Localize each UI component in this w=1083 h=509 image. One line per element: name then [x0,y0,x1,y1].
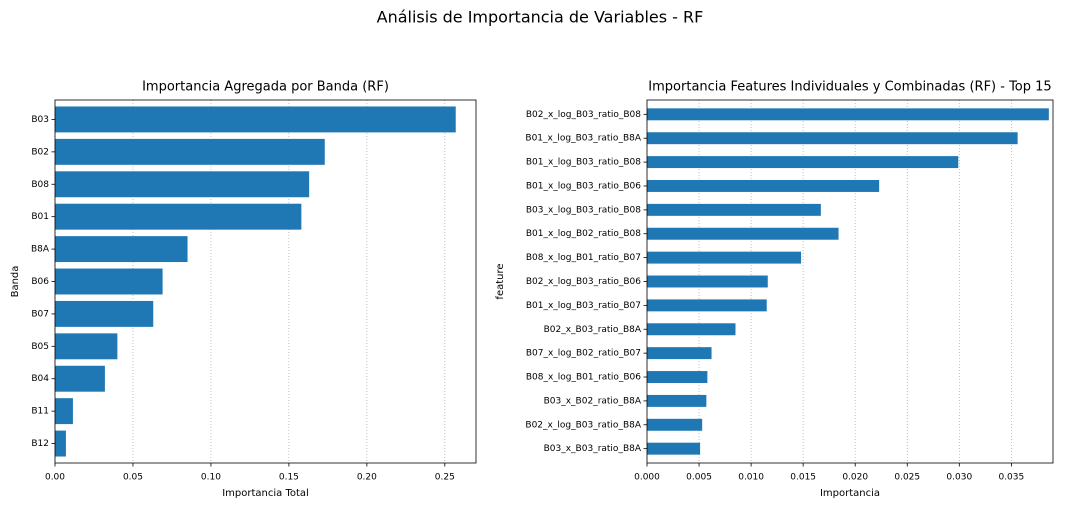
bar [647,418,703,431]
x-tick-label: 0.030 [946,473,972,483]
bar [55,300,154,327]
y-tick-label: B12 [31,439,49,449]
y-tick-label: B08_x_log_B01_ratio_B07 [526,253,641,263]
bar [55,365,105,392]
x-tick-label: 0.05 [123,473,143,483]
bar [647,156,959,169]
y-tick-label: B05 [31,342,49,352]
y-tick-label: B03 [31,115,49,125]
x-tick-label: 0.000 [634,473,660,483]
y-tick-label: B8A [31,245,50,255]
bar [55,333,118,360]
y-tick-label: B08 [31,180,49,190]
x-tick-label: 0.015 [790,473,816,483]
bar [55,268,163,295]
x-tick-label: 0.00 [45,473,65,483]
axes-frame [646,99,1054,464]
bar [647,323,736,336]
bar [55,203,302,230]
bar [55,398,73,425]
bar [55,236,188,263]
x-axis-label: Importancia Total [222,488,309,499]
bar [55,106,456,133]
bar [55,138,325,165]
y-tick-label: B08_x_log_B01_ratio_B06 [526,373,641,383]
x-tick-label: 0.10 [201,473,221,483]
x-tick-label: 0.25 [435,473,455,483]
y-tick-label: B02_x_log_B03_ratio_B8A [525,420,641,430]
bar [55,171,310,198]
bar [647,299,767,312]
bar [647,227,839,240]
bar [647,442,701,455]
x-tick-label: 0.20 [357,473,377,483]
y-tick-label: B07_x_log_B02_ratio_B07 [526,349,641,359]
bar [647,180,880,192]
y-tick-label: B01_x_log_B03_ratio_B08 [526,158,641,168]
chart-title: Importancia Agregada por Banda (RF) [142,80,389,95]
figure-title: Análisis de Importancia de Variables - R… [377,8,704,27]
x-tick-label: 0.005 [686,473,712,483]
y-tick-label: B03_x_B02_ratio_B8A [544,396,642,406]
axes-frame [54,99,477,464]
bar [647,132,1018,145]
y-tick-label: B01_x_log_B02_ratio_B08 [526,229,641,239]
x-tick-label: 0.010 [738,473,764,483]
bar [647,371,708,383]
bar [55,430,66,457]
x-axis-label: Importancia [820,488,880,499]
x-tick-label: 0.035 [998,473,1024,483]
y-tick-label: B03_x_log_B03_ratio_B08 [526,205,641,215]
bar [647,347,712,360]
y-tick-label: B02_x_B03_ratio_B8A [544,325,642,335]
y-axis-label: feature [495,263,506,299]
bar [647,275,768,288]
x-tick-label: 0.020 [842,473,868,483]
bar [647,108,1049,121]
y-tick-label: B02_x_log_B03_ratio_B08 [526,110,641,120]
bar [647,203,821,216]
y-tick-label: B01_x_log_B03_ratio_B8A [525,134,641,144]
x-tick-label: 0.15 [279,473,299,483]
y-tick-label: B04 [31,374,49,384]
x-tick-label: 0.025 [894,473,920,483]
chart-title: Importancia Features Individuales y Comb… [648,80,1051,95]
y-axis-label: Banda [10,266,21,298]
y-tick-label: B03_x_B03_ratio_B8A [544,444,642,454]
y-tick-label: B06 [31,277,49,287]
bar [647,251,802,264]
y-tick-label: B01_x_log_B03_ratio_B07 [526,301,641,311]
y-tick-label: B02 [31,147,49,157]
bar [647,394,707,407]
y-tick-label: B02_x_log_B03_ratio_B06 [526,277,641,287]
y-tick-label: B07 [31,309,49,319]
y-tick-label: B01_x_log_B03_ratio_B06 [526,181,641,191]
y-tick-label: B01 [31,212,49,222]
y-tick-label: B11 [31,407,49,417]
